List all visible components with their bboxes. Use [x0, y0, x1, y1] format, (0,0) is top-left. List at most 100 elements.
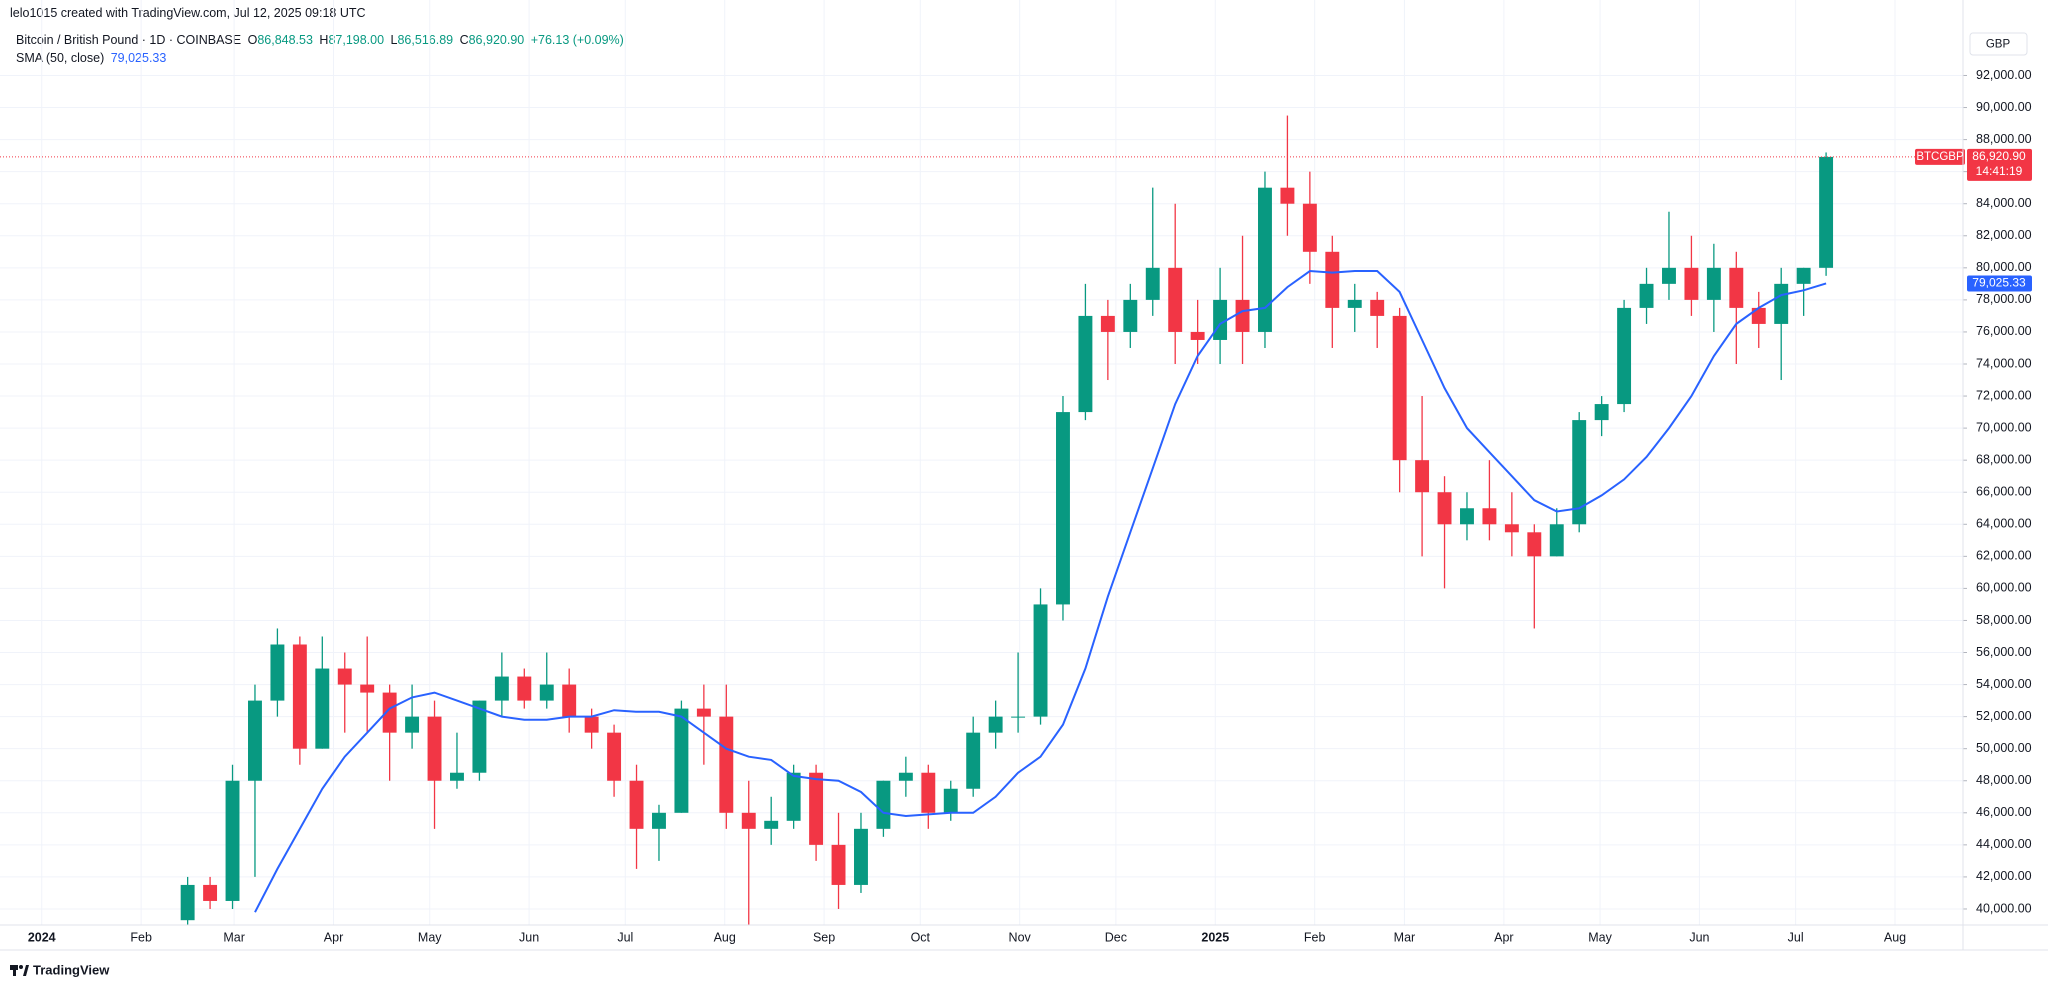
y-tick-label: 70,000.00	[1976, 420, 2032, 434]
currency[interactable]: GBP	[1986, 39, 2011, 51]
candle-body	[337, 668, 352, 685]
y-tick-label: 44,000.00	[1976, 837, 2032, 851]
x-tick-label: Mar	[1394, 930, 1416, 944]
candle-body	[1572, 420, 1587, 525]
candle-body	[1706, 267, 1721, 300]
candle-body	[696, 708, 711, 717]
x-tick-label: Jun	[1689, 930, 1709, 944]
x-tick-label: Jun	[519, 930, 539, 944]
y-tick-label: 40,000.00	[1976, 901, 2032, 915]
x-tick-label: May	[418, 930, 442, 944]
candle-body	[315, 668, 330, 749]
x-tick-label: 2024	[28, 930, 56, 944]
sma-badge	[1967, 275, 2032, 292]
legend-label: O	[247, 33, 258, 47]
currency-button[interactable]	[1969, 32, 2028, 56]
y-tick-label: 58,000.00	[1976, 613, 2032, 627]
y-tick-label: 92,000.00	[1976, 68, 2032, 82]
candle-body	[382, 692, 397, 733]
candle-body	[1729, 267, 1744, 308]
y-tick-label: 68,000.00	[1976, 452, 2032, 466]
candle-body	[180, 884, 195, 921]
candle-body	[988, 716, 1003, 733]
candle-body	[607, 732, 622, 781]
indicator-value: 79,025.33	[110, 51, 167, 65]
candle-body	[1482, 508, 1497, 525]
y-tick-label: 90,000.00	[1976, 100, 2032, 114]
candle-body	[1504, 524, 1519, 533]
indicator-name: SMA (50, close)	[16, 51, 105, 65]
candle-body	[1460, 508, 1474, 525]
y-tick-label: 54,000.00	[1976, 677, 2032, 691]
candle-body	[1302, 203, 1317, 252]
candle-body	[1774, 283, 1789, 324]
candle-body	[1325, 251, 1340, 308]
candle-body	[270, 644, 285, 701]
candle-body	[203, 884, 218, 901]
candle-body	[517, 676, 532, 701]
x-tick-label: Dec	[1105, 930, 1127, 944]
sma-line	[254, 269, 1827, 913]
candle-body	[427, 716, 442, 781]
candle-body	[1168, 267, 1183, 332]
footer-logo	[10, 965, 29, 976]
candle-body	[1123, 299, 1138, 332]
x-tick-label: Mar	[223, 930, 245, 944]
y-tick-label: 76,000.00	[1976, 324, 2032, 338]
candle-body	[1258, 187, 1272, 332]
attribution: lelo1015 created with TradingView.com, J…	[10, 6, 366, 20]
candle-body	[1549, 524, 1564, 557]
y-tick-label: 50,000.00	[1976, 741, 2032, 755]
y-tick-label: 84,000.00	[1976, 196, 2032, 210]
candle-body	[1527, 532, 1542, 557]
candle-body	[1392, 315, 1407, 461]
y-tick-label: 78,000.00	[1976, 292, 2032, 306]
candle-body	[854, 828, 868, 885]
y-tick-label: 80,000.00	[1976, 260, 2032, 274]
candle-body	[1751, 307, 1766, 324]
candle-body	[786, 772, 801, 821]
y-tick-label: 46,000.00	[1976, 805, 2032, 819]
candle-body	[652, 812, 666, 829]
candle-body	[1011, 716, 1026, 718]
x-tick-label: 2025	[1201, 930, 1229, 944]
countdown-label: 14:41:19	[1976, 164, 2023, 178]
x-tick-label: Jul	[617, 930, 633, 944]
legend: Bitcoin / British Pound · 1D · COINBASE …	[16, 33, 627, 47]
footer-brand: TradingView	[33, 962, 110, 977]
x-tick-label: Oct	[911, 930, 931, 944]
y-tick-label: 48,000.00	[1976, 773, 2032, 787]
y-tick-label: 56,000.00	[1976, 645, 2032, 659]
candle-body	[1639, 283, 1654, 308]
candle-body	[764, 820, 779, 829]
legend-label: H	[319, 33, 329, 47]
y-tick-label: 52,000.00	[1976, 709, 2032, 723]
legend-label: C	[459, 33, 469, 47]
y-tick-label: 88,000.00	[1976, 132, 2032, 146]
legend-value: 86,920.90	[468, 33, 525, 47]
candle-body	[292, 644, 307, 749]
candle-body	[1235, 299, 1250, 332]
legend-value: 86,848.53	[257, 33, 313, 47]
candle-body	[1370, 299, 1385, 316]
last-price-badge	[1967, 148, 2032, 181]
candle-body	[1347, 299, 1362, 308]
y-tick-label: 72,000.00	[1976, 388, 2032, 402]
x-tick-label: Apr	[324, 930, 343, 944]
candle-body	[719, 716, 734, 813]
candle-body	[1190, 331, 1205, 340]
candle-body	[562, 684, 577, 717]
candle-body	[472, 700, 487, 773]
candle-body	[539, 684, 554, 701]
candle-body	[1594, 404, 1609, 421]
candle-body	[831, 844, 846, 885]
candle-body	[360, 684, 375, 693]
x-tick-label: Aug	[1884, 930, 1906, 944]
candle-body	[1078, 315, 1093, 413]
candle-body	[1819, 156, 1834, 268]
candle-body	[741, 812, 756, 829]
symbol-title: Bitcoin / British Pound · 1D · COINBASE	[16, 33, 242, 47]
candle-body	[248, 700, 262, 781]
